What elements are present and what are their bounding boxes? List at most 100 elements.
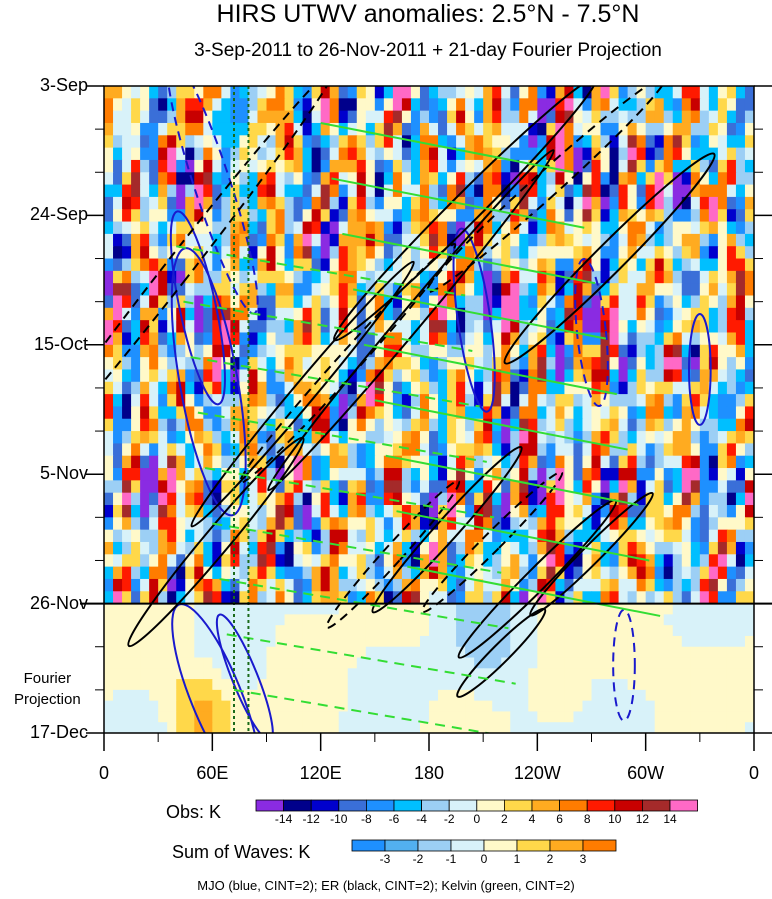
obs-cell [726, 344, 737, 358]
obs-cell [257, 541, 268, 555]
obs-cell [555, 418, 566, 432]
obs-cell [582, 270, 593, 284]
obs-cell [338, 381, 349, 395]
obs-cell [212, 492, 222, 506]
obs-cell [438, 307, 448, 321]
obs-cell [266, 529, 277, 543]
obs-cell [410, 591, 421, 605]
projection-cell [248, 614, 259, 626]
obs-cell [618, 541, 629, 555]
projection-cell [347, 625, 358, 637]
obs-cell [239, 591, 250, 605]
projection-cell [492, 722, 502, 733]
projection-cell [194, 614, 204, 626]
obs-cell [275, 320, 286, 334]
obs-cell [140, 517, 150, 531]
obs-cell [564, 455, 575, 469]
obs-cell [438, 357, 448, 371]
obs-cell [708, 541, 719, 555]
obs-cell [744, 122, 754, 136]
colorbar-swatch [365, 799, 395, 812]
projection-cell [239, 646, 250, 659]
obs-cell [230, 443, 241, 457]
obs-cell [113, 480, 123, 494]
obs-cell [510, 246, 520, 260]
projection-cell [167, 646, 177, 659]
obs-cell [528, 418, 538, 432]
obs-cell [167, 480, 177, 494]
obs-cell [284, 98, 295, 112]
projection-cell [726, 603, 737, 615]
obs-cell [672, 554, 683, 568]
chart-subtitle: 3-Sep-2011 to 26-Nov-2011 + 21-day Fouri… [194, 40, 662, 61]
obs-cell [221, 332, 231, 346]
obs-cell [419, 344, 430, 358]
obs-cell [392, 209, 403, 223]
projection-cell [546, 668, 556, 680]
obs-cell [185, 443, 195, 457]
obs-cell [690, 233, 701, 247]
obs-cell [528, 554, 538, 568]
obs-cell [284, 233, 295, 247]
obs-cell [347, 221, 358, 235]
obs-cell [131, 406, 141, 420]
obs-cell [230, 394, 241, 408]
obs-cell [672, 147, 683, 161]
projection-cell [699, 625, 710, 637]
obs-cell [636, 455, 647, 469]
obs-cell [311, 184, 322, 198]
projection-cell [320, 625, 331, 637]
obs-cell [717, 307, 728, 321]
obs-cell [185, 98, 195, 112]
obs-cell [501, 406, 511, 420]
obs-cell [717, 283, 728, 297]
obs-cell [609, 233, 620, 247]
projection-cell [555, 711, 566, 723]
obs-cell [438, 270, 448, 284]
obs-cell [374, 443, 385, 457]
projection-cell [591, 711, 602, 723]
obs-cell [609, 541, 620, 555]
obs-cell [663, 578, 674, 592]
projection-cell [419, 700, 430, 713]
obs-cell [401, 246, 412, 260]
projection-cell [501, 614, 511, 626]
obs-cell [257, 320, 268, 334]
obs-cell [257, 344, 268, 358]
obs-cell [383, 505, 394, 518]
obs-cell [140, 578, 150, 592]
obs-cell [176, 172, 186, 186]
obs-cell [239, 578, 250, 592]
obs-cell [392, 406, 403, 420]
obs-cell [618, 184, 629, 198]
projection-cell [501, 635, 511, 648]
obs-cell [374, 221, 385, 235]
obs-cell [510, 554, 520, 568]
obs-cell [320, 295, 331, 309]
projection-cell [564, 603, 575, 615]
obs-cell [257, 357, 268, 371]
obs-cell [429, 332, 439, 346]
projection-cell [519, 700, 529, 713]
obs-cell [699, 184, 710, 198]
obs-cell [546, 369, 556, 383]
obs-cell [501, 480, 511, 494]
obs-cell [419, 578, 430, 592]
projection-cell [564, 722, 575, 733]
obs-cell [735, 480, 746, 494]
projection-cell [717, 614, 728, 626]
projection-cell [492, 603, 502, 615]
obs-cell [726, 147, 737, 161]
obs-cell [582, 258, 593, 272]
obs-cell [320, 357, 331, 371]
kelvin-contour [204, 467, 495, 519]
obs-cell [564, 566, 575, 580]
obs-cell [419, 529, 430, 543]
obs-cell [591, 332, 602, 346]
obs-cell [609, 135, 620, 149]
obs-cell [690, 246, 701, 260]
obs-cell [104, 505, 114, 518]
projection-cell [122, 722, 132, 733]
obs-cell [221, 184, 231, 198]
obs-cell [122, 505, 132, 518]
